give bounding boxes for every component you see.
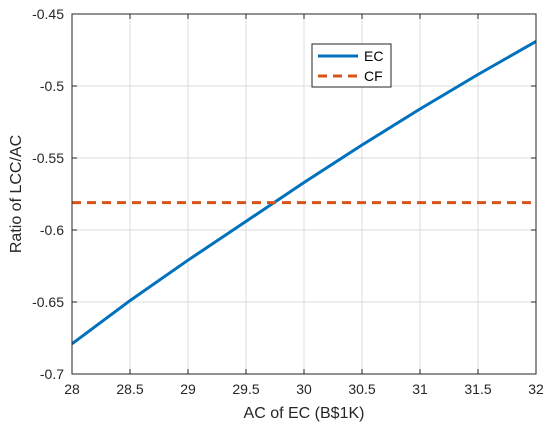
- y-tick-label: -0.65: [32, 294, 64, 310]
- x-tick-label: 31.5: [464, 381, 491, 397]
- y-tick-label: -0.5: [40, 78, 64, 94]
- x-axis-label: AC of EC (B$1K): [244, 405, 365, 422]
- x-tick-label: 29: [180, 381, 196, 397]
- x-tick-label: 28.5: [116, 381, 143, 397]
- legend-cf-label: CF: [364, 68, 383, 84]
- y-tick-label: -0.6: [40, 222, 64, 238]
- x-tick-label: 30.5: [348, 381, 375, 397]
- series-layer: [71, 40, 537, 346]
- y-tick-label: -0.55: [32, 150, 64, 166]
- legend-ec-label: EC: [364, 48, 383, 64]
- x-tick-label: 32: [528, 381, 544, 397]
- y-axis-label: Ratio of LCC/AC: [8, 135, 25, 253]
- legend-box: [311, 43, 392, 88]
- x-tick-label: 28: [64, 381, 80, 397]
- axis-ticks: [71, 13, 537, 375]
- tick-labels: 28 28.5 29 29.5 30 30.5 31 31.5 32 -0.45 -0.5 -0.55…: [32, 6, 544, 397]
- series-ec-line: [71, 40, 537, 346]
- x-tick-label: 31: [412, 381, 428, 397]
- legend: EC CF: [311, 43, 392, 88]
- y-tick-label: -0.7: [40, 366, 64, 382]
- x-tick-label: 30: [296, 381, 312, 397]
- x-tick-label: 29.5: [232, 381, 259, 397]
- y-tick-label: -0.45: [32, 6, 64, 22]
